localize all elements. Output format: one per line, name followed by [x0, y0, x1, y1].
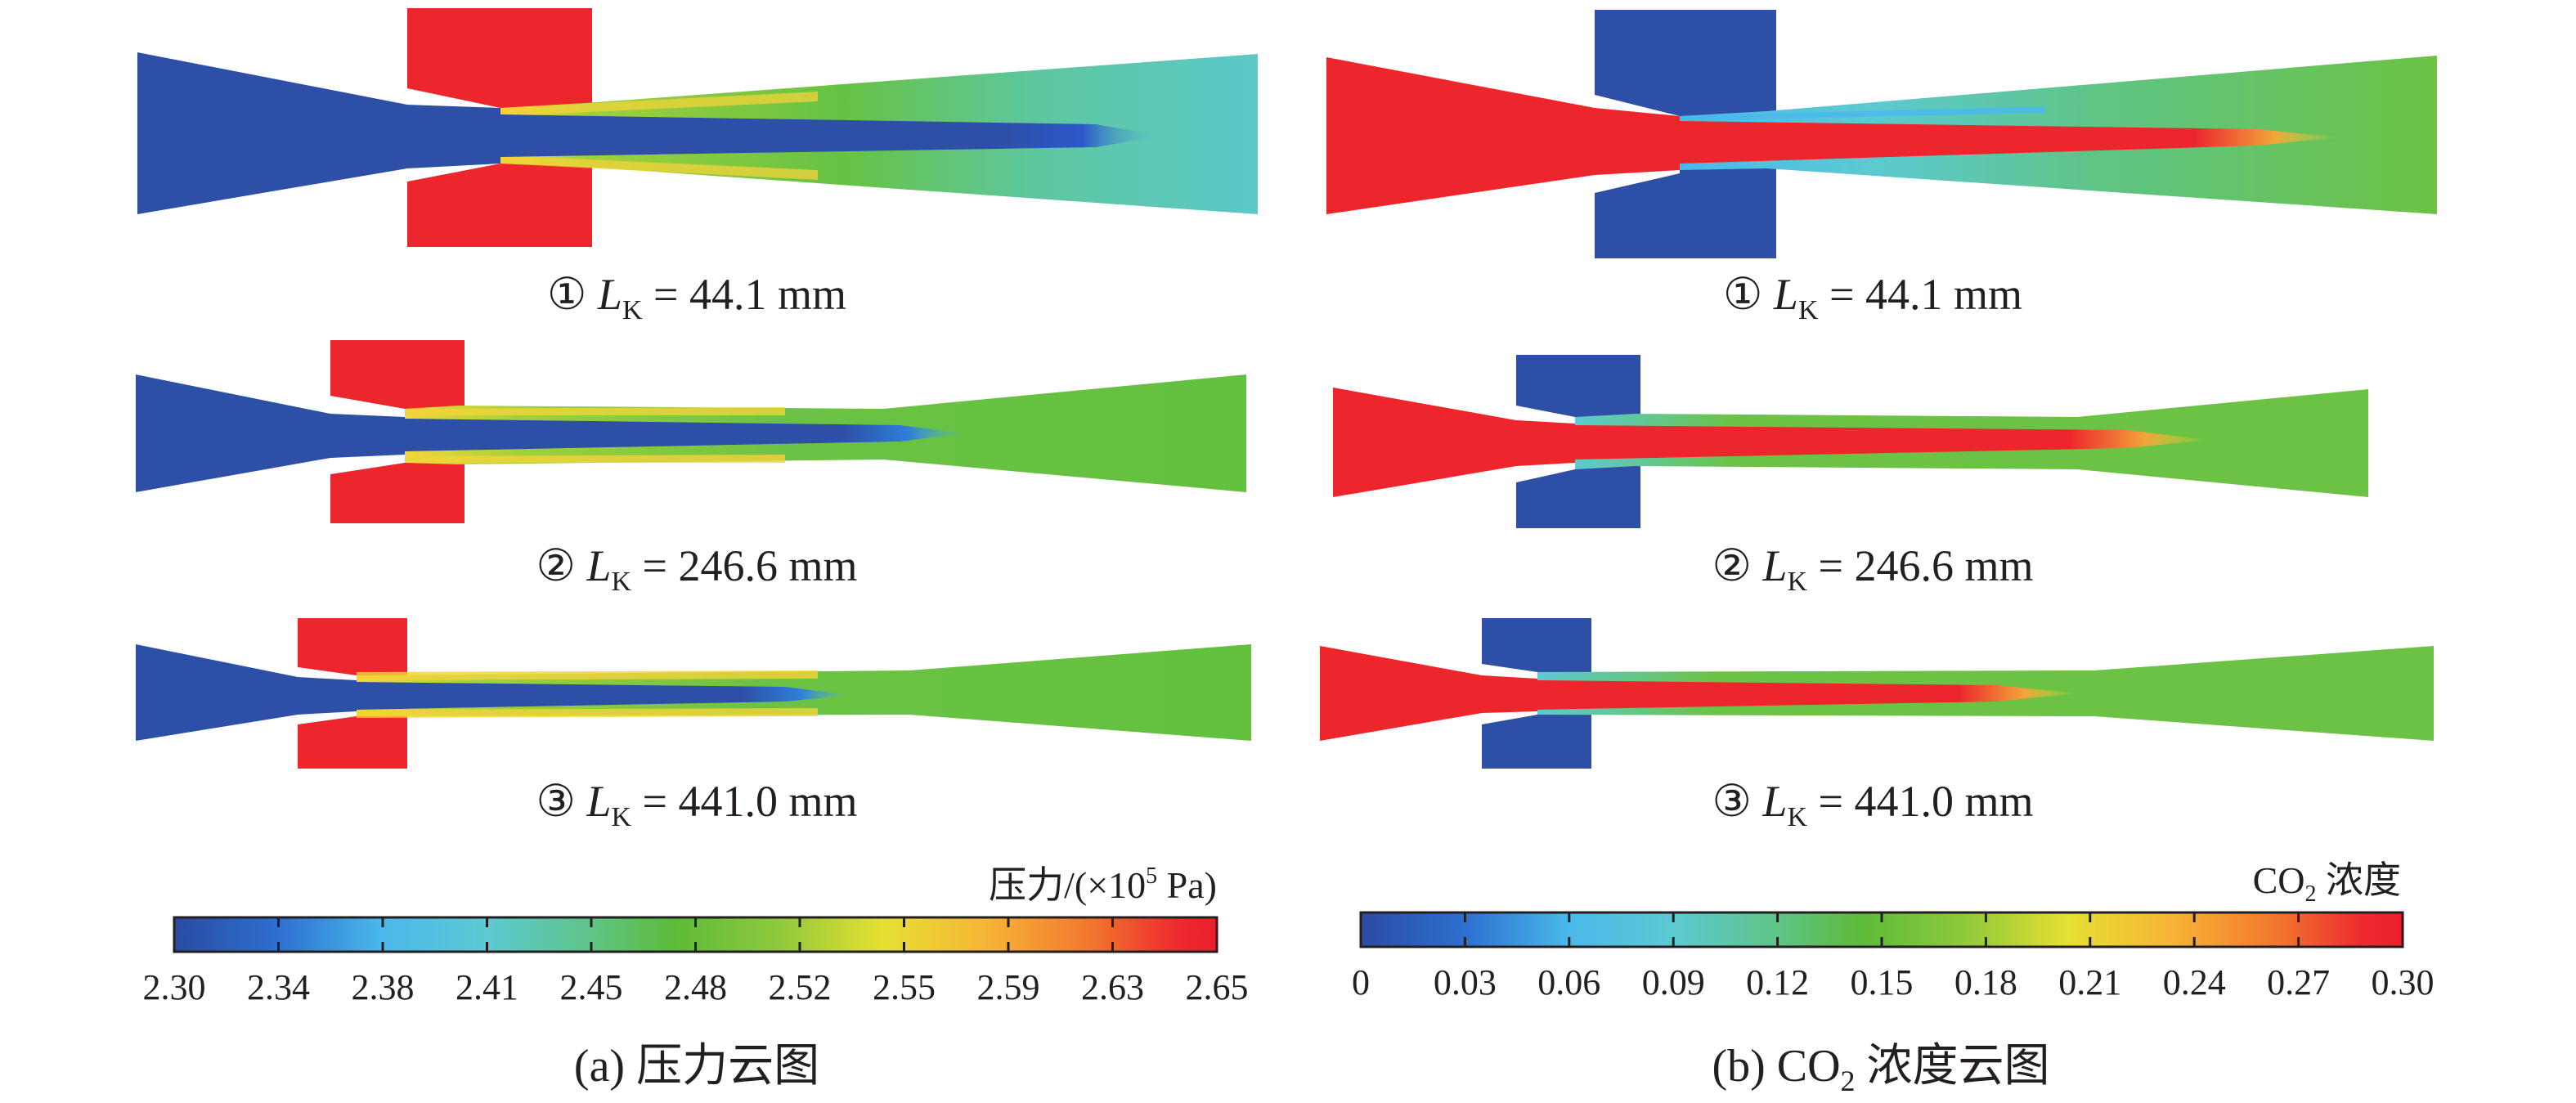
colorbar-tick-label: 2.41 — [456, 967, 518, 1007]
colorbar-tick-label: 0.21 — [2058, 962, 2121, 1002]
colorbar-tick-label: 2.45 — [560, 967, 623, 1007]
colorbar-tick-label: 2.48 — [664, 967, 727, 1007]
primary-nozzle — [136, 374, 405, 492]
primary-nozzle — [1320, 646, 1537, 741]
colorbar-ticks: 0 0.03 0.06 0.09 0.12 0.15 0.18 0.21 0.24 0.27 0.3… — [1352, 912, 2435, 1002]
colorbar-ticks: 2.30 2.34 2.38 2.41 2.45 2.48 2.52 2.55 2.59 2.63… — [143, 917, 1249, 1007]
pressure-contour-case-2 — [136, 340, 1246, 523]
case-label-1: ① LK = 44.1 mm — [1723, 270, 2022, 325]
colorbar-tick-label: 2.63 — [1081, 967, 1144, 1007]
panel-caption: (a) 压力云图 — [574, 1041, 819, 1092]
colorbar-title: 压力/(×105 Pa) — [989, 863, 1217, 906]
colorbar-tick-label: 2.30 — [143, 967, 206, 1007]
primary-nozzle — [137, 52, 500, 214]
outlet-edge-band — [1680, 106, 2044, 121]
secondary-inlet-chamber — [298, 618, 407, 769]
primary-jet-core — [1680, 121, 2339, 164]
pressure-contour-case-1 — [137, 8, 1258, 247]
case-label-1: ① LK = 44.1 mm — [547, 270, 846, 325]
colorbar-tick-label: 0.03 — [1434, 962, 1497, 1002]
secondary-inlet-chamber — [330, 340, 464, 523]
panel-b: ① LK = 44.1 mm ② LK = 246.6 mm ③ LK = 44… — [1320, 10, 2437, 1097]
colorbar-tick-label: 0.18 — [1954, 962, 2017, 1002]
colorbar-tick-label: 2.59 — [977, 967, 1040, 1007]
primary-jet-core — [1575, 425, 2208, 460]
colorbar-tick-label: 0.06 — [1537, 962, 1600, 1002]
colorbar-tick-label: 0.24 — [2163, 962, 2226, 1002]
primary-jet-core — [1537, 680, 2077, 710]
panel-caption: (b) CO2 浓度云图 — [1712, 1041, 2049, 1097]
pressure-contour-case-3 — [136, 618, 1251, 769]
colorbar-tick-label: 0.09 — [1642, 962, 1705, 1002]
colorbar-tick-label: 0.12 — [1746, 962, 1809, 1002]
outlet-edge-band-lower — [500, 155, 818, 180]
colorbar-tick-label: 2.34 — [247, 967, 310, 1007]
case-label-2: ② LK = 246.6 mm — [1712, 541, 2034, 597]
primary-nozzle — [136, 644, 357, 741]
colorbar-tick-label: 2.52 — [769, 967, 832, 1007]
primary-nozzle — [1333, 388, 1575, 497]
outlet-edge-band — [405, 407, 785, 415]
colorbar-tick-label: 2.65 — [1186, 967, 1249, 1007]
colorbar-tick-label: 0.30 — [2372, 962, 2435, 1002]
panel-a: ① LK = 44.1 mm ② LK = 246.6 mm ③ LK = 44… — [136, 8, 1258, 1092]
primary-jet-core — [500, 114, 1161, 157]
case-label-2: ② LK = 246.6 mm — [536, 541, 858, 597]
outlet-edge-band — [500, 92, 818, 116]
colorbar-tick-label: 2.38 — [352, 967, 415, 1007]
primary-jet-core — [357, 682, 850, 710]
colorbar-tick-label: 0.15 — [1851, 962, 1914, 1002]
colorbar-tick-label: 0 — [1352, 962, 1370, 1002]
outlet-edge-band-lower — [357, 708, 818, 718]
secondary-inlet-chamber — [407, 8, 592, 247]
primary-jet-core — [405, 419, 965, 451]
outlet-edge-band-lower — [405, 455, 785, 463]
outlet-edge-band — [357, 670, 818, 680]
colorbar-tick-label: 2.55 — [873, 967, 936, 1007]
co2-contour-case-1 — [1326, 10, 2437, 258]
case-label-3: ③ LK = 441.0 mm — [1712, 777, 2034, 832]
co2-contour-case-2 — [1333, 355, 2368, 528]
colorbar-title: CO2 浓度 — [2253, 859, 2401, 907]
case-label-3: ③ LK = 441.0 mm — [536, 777, 858, 832]
co2-contour-case-3 — [1320, 618, 2434, 769]
colorbar-tick-label: 0.27 — [2267, 962, 2330, 1002]
secondary-inlet-chamber — [1482, 618, 1591, 769]
primary-nozzle — [1326, 57, 1680, 214]
